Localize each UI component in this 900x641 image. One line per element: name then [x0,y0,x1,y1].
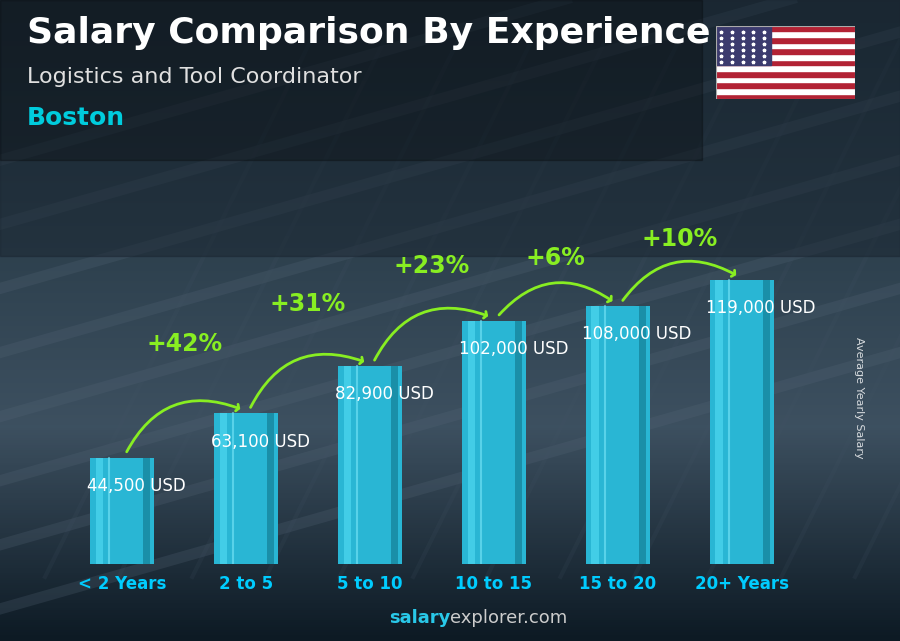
Text: 108,000 USD: 108,000 USD [582,326,692,344]
Text: Average Yearly Salary: Average Yearly Salary [854,337,865,458]
Bar [143,458,150,564]
Text: Logistics and Tool Coordinator: Logistics and Tool Coordinator [27,67,362,87]
Bar [716,37,855,43]
Bar [716,43,855,48]
Text: 44,500 USD: 44,500 USD [86,477,185,495]
Bar [716,82,855,88]
Bar [716,60,855,65]
Text: +6%: +6% [526,246,586,271]
Bar [214,413,278,564]
Bar [639,306,645,564]
Bar [716,26,855,31]
Text: +31%: +31% [270,292,346,316]
Bar [716,31,855,37]
Text: 63,100 USD: 63,100 USD [211,433,310,451]
Bar [716,54,855,60]
Bar [467,320,475,564]
Bar [220,413,228,564]
Bar [763,280,769,564]
Text: +10%: +10% [642,228,718,251]
Text: 102,000 USD: 102,000 USD [458,340,568,358]
Text: 119,000 USD: 119,000 USD [706,299,816,317]
Bar [716,26,771,65]
Bar [90,458,155,564]
Bar [716,88,855,94]
Bar [462,320,526,564]
Text: Salary Comparison By Experience: Salary Comparison By Experience [27,16,710,50]
Bar [716,71,855,77]
Bar [716,77,855,82]
Bar [709,280,774,564]
Bar [95,458,104,564]
Bar [344,366,351,564]
Bar [515,320,522,564]
Bar [338,366,402,564]
Bar [586,306,650,564]
Bar [716,48,855,54]
Bar [716,94,855,99]
Bar [267,413,274,564]
Bar [716,280,723,564]
Bar [716,65,855,71]
Text: Boston: Boston [27,106,125,129]
Bar [392,366,398,564]
Bar [591,306,599,564]
Bar [0,0,702,160]
Text: explorer.com: explorer.com [450,609,567,627]
Text: +42%: +42% [146,332,222,356]
Text: salary: salary [389,609,450,627]
Text: +23%: +23% [394,254,470,278]
Text: 82,900 USD: 82,900 USD [335,385,434,403]
Bar [0,0,900,256]
